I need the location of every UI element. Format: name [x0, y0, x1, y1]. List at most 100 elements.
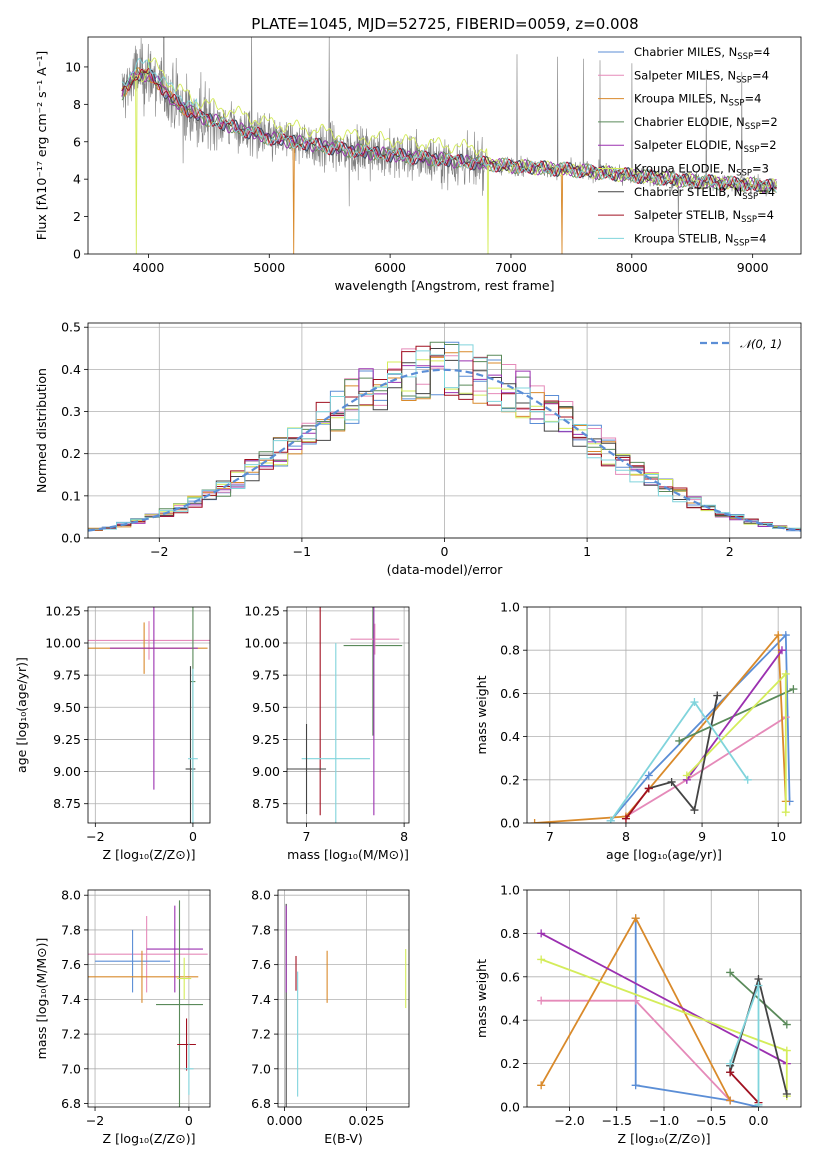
age-vs-mass-panel-ytick-label-1: 9.00 — [252, 764, 280, 779]
spectrum-panel-xtick-label-3: 7000 — [495, 260, 527, 275]
spectrum-panel-marks — [121, 37, 778, 254]
mass-vs-metallicity-panel-xlabel: Z [log₁₀(Z/Z⊙)] — [103, 1131, 196, 1146]
spectrum-legend-label-2: Salpeter MILES, NSSP=4 — [634, 68, 769, 85]
weight-vs-metallicity-panel-xtick-label-3: −0.5 — [696, 1113, 726, 1128]
weight-vs-age-panel-ytick-label-2: 0.4 — [500, 729, 520, 744]
spectrum-legend-label-4: Chabrier ELODIE, NSSP=2 — [634, 115, 778, 132]
histogram-legend-label: 𝒩(0, 1) — [740, 337, 782, 351]
spectrum-panel-xtick-label-2: 6000 — [374, 260, 406, 275]
histogram-panel-xtick-label-3: 1 — [583, 544, 591, 559]
mass-vs-metallicity-panel-ytick-label-1: 7.0 — [61, 1061, 81, 1076]
age-vs-mass-panel-marks — [287, 607, 403, 823]
legend-series-name: Chabrier ELODIE, N — [634, 115, 745, 129]
weight-vs-metallicity-panel-xtick-label-2: −1.0 — [649, 1113, 679, 1128]
age-vs-mass-panel-ytick-label-5: 10.00 — [244, 636, 280, 651]
age-vs-mass-panel-ytick-label-0: 8.75 — [252, 796, 280, 811]
age-vs-metallicity-panel-ytick-label-6: 10.25 — [45, 603, 81, 618]
mass-vs-reddening-panel-xlabel: E(B-V) — [324, 1131, 363, 1146]
mass-vs-metallicity-panel-ytick-label-2: 7.2 — [61, 1027, 81, 1042]
spectrum-legend-label-6: Kroupa ELODIE, NSSP=3 — [634, 162, 769, 179]
weight-vs-age-panel-marker-9-2 — [690, 698, 699, 707]
legend-subscript: SSP — [737, 52, 753, 62]
spectrum-panel-ytick-label-4: 8 — [73, 97, 81, 112]
legend-nssp: =2 — [761, 115, 778, 129]
weight-vs-metallicity-panel-marker-2-1 — [537, 996, 546, 1005]
weight-vs-metallicity-panel-marker-3-2 — [631, 914, 640, 923]
legend-nssp: =4 — [749, 231, 766, 245]
weight-vs-metallicity-panel-series-1 — [634, 918, 759, 1107]
mass-vs-reddening-panel-ytick-label-2: 7.2 — [251, 1027, 271, 1042]
mass-vs-metallicity-panel-ylabel: mass [log₁₀(M/M⊙)] — [34, 938, 49, 1060]
legend-subscript: SSP — [736, 75, 752, 85]
weight-vs-age-panel-xtick-label-3: 10 — [770, 829, 786, 844]
weight-vs-age-panel-series-2 — [625, 716, 787, 818]
age-vs-mass-panel-ytick-label-6: 10.25 — [244, 603, 280, 618]
legend-series-name: Salpeter STELIB, N — [634, 208, 741, 222]
legend-series-name: Chabrier STELIB, N — [634, 185, 742, 199]
legend-nssp: =4 — [752, 68, 769, 82]
mass-vs-metallicity-panel-xtick-label-0: −2 — [86, 1113, 104, 1128]
mass-vs-reddening-panel-ytick-label-4: 7.6 — [251, 957, 271, 972]
weight-vs-metallicity-panel-marks — [537, 914, 791, 1107]
weight-vs-metallicity-panel: −2.0 −1.5 −1.0 −0.5 0.0 0.0 0.2 0.4 0.6 0.8 1.0 Z [… — [474, 883, 802, 1146]
legend-series-name: Chabrier MILES, N — [634, 45, 737, 59]
histogram-panel-xtick-label-2: 0 — [441, 544, 449, 559]
figure-title: PLATE=1045, MJD=52725, FIBERID=0059, z=0… — [251, 15, 638, 33]
spectrum-model-line-9 — [121, 58, 777, 193]
spectrum-panel-xtick-label-4: 8000 — [616, 260, 648, 275]
age-vs-metallicity-panel-marks — [88, 607, 210, 823]
age-vs-metallicity-panel-ytick-label-1: 9.00 — [53, 764, 81, 779]
spectrum-legend-label-9: Kroupa STELIB, NSSP=4 — [634, 231, 766, 248]
weight-vs-age-panel-xtick-label-0: 7 — [546, 829, 554, 844]
histogram-panel-ytick-label-0: 0.0 — [61, 531, 81, 546]
weight-vs-metallicity-panel-marker-4-2 — [782, 1020, 791, 1029]
weight-vs-age-panel-ytick-label-1: 0.2 — [500, 772, 520, 787]
weight-vs-age-panel-series-6 — [686, 671, 787, 813]
spectrum-panel-xtick-label-5: 9000 — [737, 260, 769, 275]
legend-subscript: SSP — [729, 99, 745, 109]
weight-vs-age-panel-marker-9-1 — [606, 816, 615, 823]
mass-vs-reddening-panel-ytick-label-1: 7.0 — [251, 1061, 271, 1076]
weight-vs-age-panel-ylabel: mass weight — [474, 675, 489, 754]
weight-vs-metallicity-panel-xlabel: Z [log₁₀(Z/Z⊙)] — [618, 1131, 711, 1146]
mass-vs-metallicity-panel-xtick-label-1: 0 — [185, 1113, 193, 1128]
spectrum-panel-ytick-label-5: 10 — [65, 59, 81, 74]
histogram-panel-ytick-label-2: 0.2 — [61, 446, 81, 461]
weight-vs-age-panel-marker-3-3 — [774, 631, 783, 640]
weight-vs-age-panel-ytick-label-4: 0.8 — [500, 643, 520, 658]
mass-vs-reddening-panel-xtick-label-1: 0.025 — [349, 1113, 385, 1128]
weight-vs-metallicity-panel-ytick-label-3: 0.6 — [500, 969, 520, 984]
weight-vs-age-panel-marker-4-2 — [789, 685, 798, 694]
mass-vs-metallicity-panel-ytick-label-3: 7.4 — [61, 992, 81, 1007]
spectrum-panel-ytick-label-1: 2 — [73, 209, 81, 224]
spectrum-panel-ylabel: Flux [fλ10⁻¹⁷ erg cm⁻² s⁻¹ A⁻¹] — [34, 51, 49, 240]
age-vs-mass-panel-ytick-label-2: 9.25 — [252, 732, 280, 747]
age-vs-mass-panel-xtick-label-0: 7 — [303, 829, 311, 844]
spectrum-panel-xtick-label-0: 4000 — [133, 260, 165, 275]
weight-vs-metallicity-panel-xtick-label-1: −1.5 — [602, 1113, 632, 1128]
mass-vs-metallicity-panel-ytick-label-4: 7.6 — [61, 957, 81, 972]
spectrum-model-line-6 — [121, 57, 778, 254]
age-vs-metallicity-panel-ytick-label-3: 9.50 — [53, 700, 81, 715]
mass-vs-reddening-panel-ytick-label-0: 6.8 — [251, 1096, 271, 1111]
histogram-panel-ytick-label-3: 0.3 — [61, 404, 81, 419]
weight-vs-metallicity-panel-marker-8-1 — [726, 1068, 735, 1077]
histogram-panel-xlabel: (data-model)/error — [387, 562, 504, 577]
age-vs-metallicity-panel-xtick-label-0: −2 — [86, 829, 104, 844]
weight-vs-age-panel-marker-6-3 — [781, 808, 790, 817]
weight-vs-metallicity-panel-marker-9-2 — [754, 981, 763, 990]
spectrum-legend-label-8: Salpeter STELIB, NSSP=4 — [634, 208, 774, 225]
spectrum-panel-ytick-label-3: 6 — [73, 134, 81, 149]
spectrum-panel: 4000 5000 6000 7000 8000 9000 0 2 4 6 8 10 wavelengt… — [34, 36, 802, 293]
histogram-panel-xtick-label-0: −2 — [150, 544, 168, 559]
legend-subscript: SSP — [742, 192, 758, 202]
weight-vs-metallicity-panel-ytick-label-0: 0.0 — [500, 1100, 520, 1115]
weight-vs-metallicity-panel-ytick-label-4: 0.8 — [500, 926, 520, 941]
weight-vs-age-panel-xlabel: age [log₁₀(age/yr)] — [606, 847, 722, 862]
age-vs-mass-panel-ytick-label-3: 9.50 — [252, 700, 280, 715]
age-vs-mass-panel-xlabel: mass [log₁₀(M/M⊙)] — [287, 847, 409, 862]
age-vs-mass-panel-frame — [286, 606, 410, 824]
legend-nssp: =4 — [758, 185, 775, 199]
mass-vs-metallicity-panel-marks — [88, 900, 208, 1107]
weight-vs-age-panel-marker-4-1 — [675, 736, 684, 745]
